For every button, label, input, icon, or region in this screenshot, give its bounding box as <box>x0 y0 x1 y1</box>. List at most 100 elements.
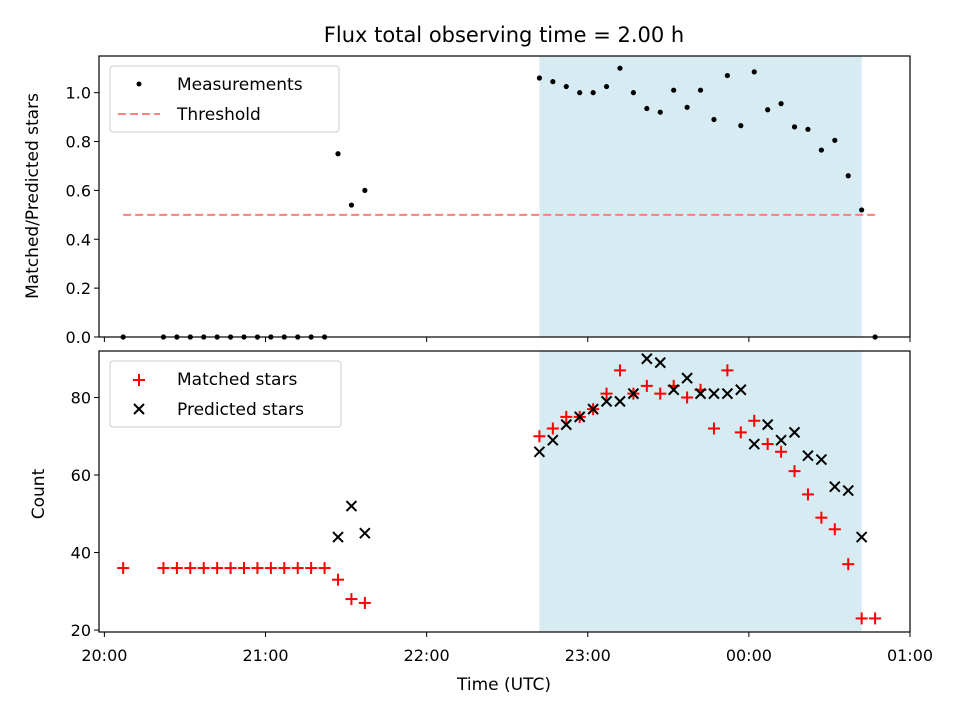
predicted-star-point <box>802 449 814 462</box>
predicted-star-point <box>748 438 760 450</box>
measurement-point <box>751 69 757 75</box>
predicted-star-point <box>533 446 546 458</box>
predicted-star-point <box>654 356 666 369</box>
measurement-point <box>671 87 677 93</box>
matched-star-point <box>358 596 371 609</box>
matched-star-point <box>654 387 667 400</box>
measurement-point <box>657 109 663 115</box>
matched-star-point <box>184 562 197 575</box>
top-y-axis-ticks: 0.0 0.2 0.4 0.6 0.8 1.0 <box>66 84 99 347</box>
legend-predicted-label: Predicted stars <box>177 400 304 420</box>
matched-star-point <box>533 430 546 443</box>
measurement-point <box>362 187 368 193</box>
predicted-star-point <box>708 387 720 400</box>
matched-star-point <box>855 612 868 625</box>
predicted-star-point <box>600 395 613 408</box>
chart-title: Flux total observing time = 2.00 h <box>324 23 684 47</box>
measurement-point <box>335 151 341 157</box>
matched-star-point <box>224 562 237 575</box>
legend-measurements-label: Measurements <box>177 75 303 95</box>
predicted-star-point <box>641 353 653 365</box>
measurement-point <box>724 72 730 79</box>
matched-star-point <box>264 562 277 575</box>
legend-matched-label: Matched stars <box>177 370 297 390</box>
matched-stars-series <box>117 364 882 625</box>
y-tick-label: 0.8 <box>66 133 91 152</box>
matched-star-point <box>801 488 814 501</box>
matched-star-point <box>828 523 841 536</box>
predicted-star-point <box>829 480 841 493</box>
matched-star-point <box>748 414 761 427</box>
predicted-star-point <box>681 372 693 384</box>
matched-star-point <box>600 387 613 400</box>
predicted-star-point <box>587 403 599 415</box>
matched-star-point <box>278 562 291 575</box>
matched-star-point <box>707 422 720 435</box>
top-x-axis-ticks <box>103 337 911 342</box>
matched-star-point <box>157 562 170 575</box>
x-tick-label: 00:00 <box>726 646 772 665</box>
bottom-y-axis-ticks: 20 40 60 80 <box>71 389 99 640</box>
measurement-point <box>845 173 851 179</box>
bottom-x-axis-ticks: 20:00 21:00 22:00 23:00 00:00 01:00 <box>81 632 933 665</box>
top-y-axis-label: Matched/Predicted stars <box>23 93 43 299</box>
predicted-star-point <box>547 434 559 446</box>
measurement-point <box>711 116 717 123</box>
matched-star-point <box>238 562 251 575</box>
legend-threshold-label: Threshold <box>176 105 261 125</box>
matched-star-point <box>197 562 210 575</box>
measurement-point <box>818 147 824 153</box>
y-tick-label: 60 <box>71 466 91 485</box>
legend-measurements-marker <box>136 81 142 87</box>
measurement-point <box>805 126 811 132</box>
predicted-star-point <box>721 387 734 400</box>
predicted-stars-series <box>332 353 868 543</box>
matched-star-point <box>681 391 694 404</box>
predicted-star-point <box>815 453 828 466</box>
predicted-star-point <box>667 384 680 396</box>
y-tick-label: 0.0 <box>66 328 91 347</box>
matched-star-point <box>842 558 855 571</box>
matched-star-point <box>788 465 801 478</box>
bottom-legend-box <box>109 360 342 428</box>
measurement-point <box>590 90 596 96</box>
predicted-star-point <box>735 384 747 396</box>
predicted-star-point <box>614 395 626 408</box>
matched-star-point <box>318 562 331 575</box>
top-panel: 0.0 0.2 0.4 0.6 0.8 1.0 Matched/Predicted sta… <box>23 55 911 347</box>
predicted-star-point <box>560 418 572 431</box>
matched-star-point <box>640 379 653 392</box>
predicted-star-point <box>345 500 358 512</box>
bottom-y-axis-label: Count <box>29 468 49 519</box>
matched-star-point <box>332 573 345 586</box>
matched-star-point <box>170 562 183 575</box>
matched-star-point <box>117 562 130 575</box>
bottom-plot-frame <box>98 350 911 633</box>
y-tick-label: 80 <box>71 389 91 408</box>
measurement-point <box>778 101 784 107</box>
predicted-star-point <box>359 527 371 539</box>
top-plot-frame <box>98 55 911 338</box>
x-tick-label: 01:00 <box>887 646 933 665</box>
matched-star-point <box>251 562 264 575</box>
bottom-legend: Matched stars Predicted stars <box>109 360 342 428</box>
predicted-star-point <box>855 531 868 543</box>
measurement-point <box>603 83 610 90</box>
x-tick-label: 20:00 <box>81 646 127 665</box>
legend-matched-marker <box>133 374 145 386</box>
matched-star-point <box>613 364 626 377</box>
measurement-point <box>697 87 704 93</box>
measurement-point <box>765 107 771 113</box>
measurement-point <box>832 137 838 143</box>
top-legend-box <box>109 65 340 133</box>
measurement-point <box>563 83 569 90</box>
predicted-star-point <box>573 411 586 423</box>
predicted-star-point <box>775 434 787 446</box>
x-axis-label: Time (UTC) <box>456 675 551 695</box>
y-tick-label: 0.2 <box>66 279 91 298</box>
y-tick-label: 0.4 <box>66 230 91 249</box>
top-legend: Measurements Threshold <box>109 65 340 133</box>
matched-star-point <box>546 422 559 435</box>
